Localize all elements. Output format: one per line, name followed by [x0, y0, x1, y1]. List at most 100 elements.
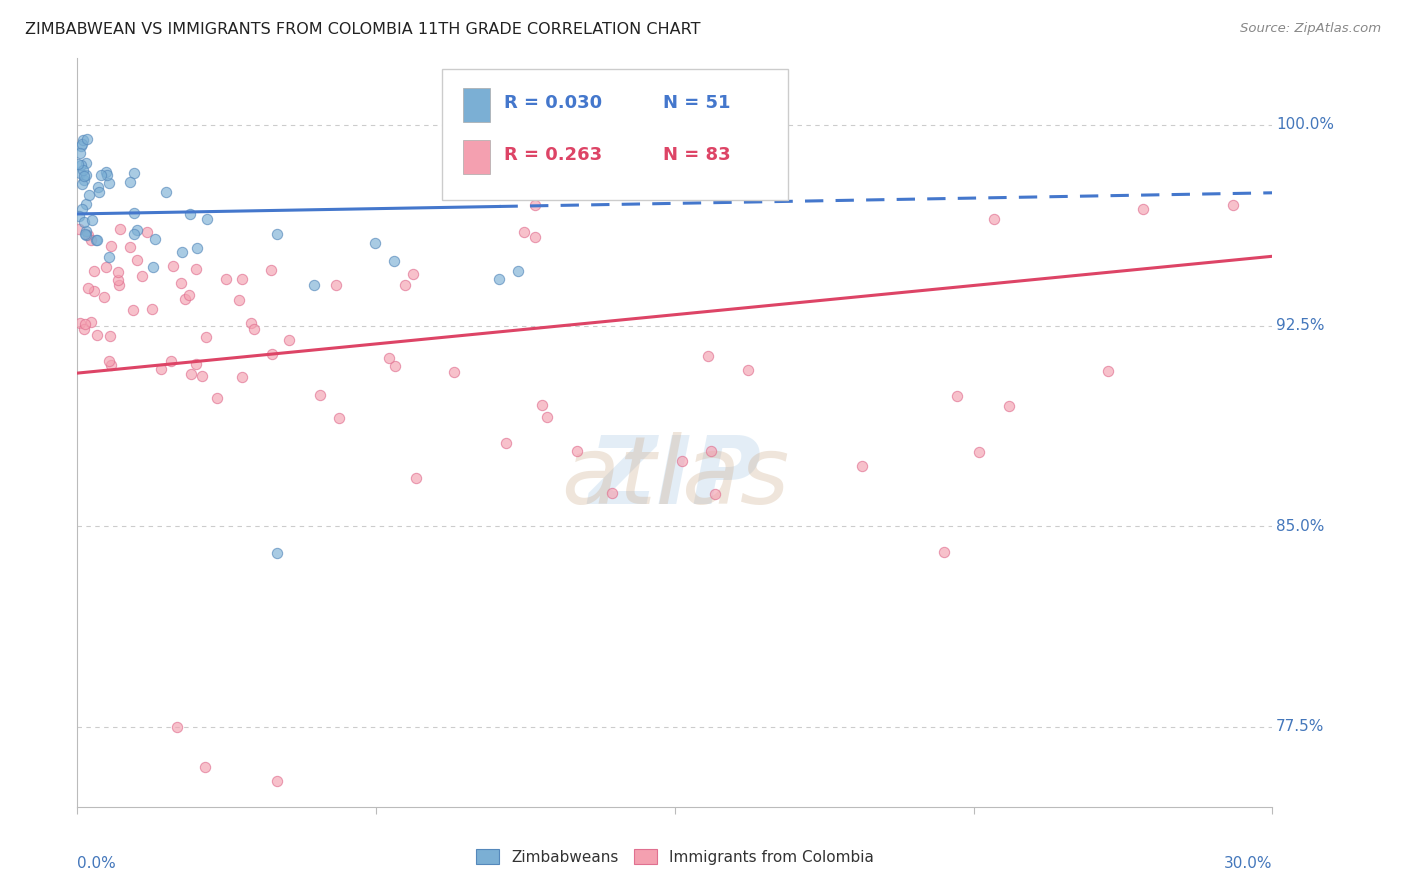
Text: R = 0.263: R = 0.263 [503, 146, 602, 164]
Point [600, 485, 623, 500]
FancyBboxPatch shape [464, 88, 489, 121]
Point [97, 354, 120, 368]
Point [70, 177, 93, 191]
Point [69, 146, 91, 161]
Point [87, 180, 110, 194]
Point [94, 260, 117, 275]
Point [67, 157, 90, 171]
Point [142, 260, 165, 275]
Point [700, 444, 723, 458]
Point [73, 169, 96, 184]
Point [205, 391, 228, 405]
Point [162, 259, 184, 273]
Point [696, 349, 718, 363]
Point [536, 410, 558, 425]
Legend: Zimbabweans, Immigrants from Colombia: Zimbabweans, Immigrants from Colombia [470, 843, 880, 871]
Point [75, 168, 97, 182]
Point [73, 227, 96, 241]
Point [69, 222, 91, 236]
Point [72, 133, 94, 147]
Point [382, 254, 405, 268]
Point [308, 387, 330, 401]
Point [73, 215, 96, 229]
Point [983, 211, 1005, 226]
Point [945, 388, 967, 402]
Point [89, 185, 111, 199]
Point [75, 228, 97, 243]
Point [325, 278, 347, 293]
Point [118, 175, 141, 189]
Point [1222, 198, 1244, 212]
Point [72, 163, 94, 178]
Point [98, 329, 121, 343]
Point [110, 221, 132, 235]
Point [83, 284, 105, 298]
Point [96, 168, 118, 182]
Point [73, 172, 96, 186]
Point [1132, 202, 1154, 216]
Point [266, 227, 288, 241]
Point [737, 363, 759, 377]
Point [402, 267, 425, 281]
Point [98, 250, 121, 264]
Point [180, 368, 202, 382]
Point [80, 213, 103, 227]
Point [120, 240, 142, 254]
Point [195, 212, 218, 227]
Point [443, 365, 465, 379]
Point [190, 368, 212, 383]
Point [495, 435, 517, 450]
Point [703, 487, 725, 501]
Point [266, 546, 288, 560]
Point [998, 399, 1021, 413]
Point [72, 202, 94, 216]
Point [90, 169, 112, 183]
Point [69, 138, 91, 153]
Point [671, 454, 693, 468]
Point [86, 328, 108, 343]
Point [231, 271, 253, 285]
Point [302, 277, 325, 292]
Point [125, 253, 148, 268]
Point [108, 277, 131, 292]
Point [100, 358, 122, 372]
Point [1097, 363, 1119, 377]
Text: 92.5%: 92.5% [1277, 318, 1324, 333]
Point [107, 265, 129, 279]
Text: 100.0%: 100.0% [1277, 118, 1334, 132]
Point [131, 269, 153, 284]
Point [75, 224, 97, 238]
Point [149, 362, 172, 376]
Point [79, 315, 101, 329]
Point [141, 302, 163, 317]
Point [69, 166, 91, 180]
Text: Source: ZipAtlas.com: Source: ZipAtlas.com [1240, 22, 1381, 36]
Point [177, 287, 200, 301]
Text: ZIP: ZIP [589, 432, 761, 524]
Point [124, 205, 146, 219]
Point [122, 302, 145, 317]
Point [328, 411, 350, 425]
Point [159, 354, 181, 368]
Point [166, 720, 188, 734]
Point [107, 273, 129, 287]
Point [231, 369, 253, 384]
Point [75, 156, 97, 170]
Point [524, 230, 547, 244]
Text: ZIMBABWEAN VS IMMIGRANTS FROM COLOMBIA 11TH GRADE CORRELATION CHART: ZIMBABWEAN VS IMMIGRANTS FROM COLOMBIA 1… [25, 22, 700, 37]
Point [278, 333, 301, 347]
Point [266, 773, 288, 788]
Point [70, 158, 93, 172]
FancyBboxPatch shape [464, 140, 489, 174]
Text: atlas: atlas [561, 432, 789, 523]
Point [67, 209, 90, 223]
Point [75, 197, 97, 211]
Point [524, 198, 547, 212]
Point [98, 176, 121, 190]
Point [260, 263, 283, 277]
Point [967, 445, 990, 459]
Point [125, 223, 148, 237]
Point [76, 131, 98, 145]
Point [69, 317, 91, 331]
Point [73, 317, 96, 331]
